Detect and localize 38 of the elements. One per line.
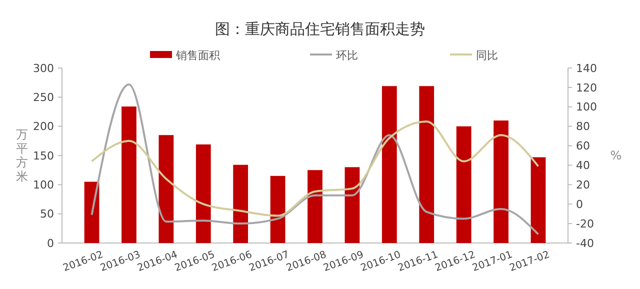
y2-tick-label: 0 <box>576 198 583 211</box>
y-tick-label: 150 <box>33 149 54 162</box>
bar <box>233 164 248 243</box>
legend-label: 同比 <box>476 49 498 62</box>
bar <box>530 157 546 243</box>
y-axis-title: 万平方米 <box>16 128 28 184</box>
y2-tick-label: -40 <box>576 236 594 250</box>
y-tick-label: 50 <box>40 208 54 221</box>
y2-tick-label: 100 <box>576 100 597 114</box>
chart-title: 图：重庆商品住宅销售面积走势 <box>215 20 425 38</box>
bar <box>344 167 360 243</box>
y2-tick-label: 120 <box>576 81 597 94</box>
y-tick-label: 0 <box>47 236 54 250</box>
y2-tick-label: 60 <box>576 140 590 153</box>
bar <box>196 144 211 243</box>
y2-axis-title: % <box>610 148 622 163</box>
bar <box>419 86 434 243</box>
line-series <box>90 84 540 236</box>
y2-tick-label: 40 <box>576 159 590 172</box>
bar <box>270 176 286 243</box>
y-tick-label: 100 <box>33 178 54 192</box>
y2-tick-label: 20 <box>576 178 590 192</box>
bar <box>158 135 174 243</box>
bar <box>382 86 397 243</box>
y-tick-label: 300 <box>33 62 54 75</box>
bar <box>122 106 136 243</box>
y-tick-label: 250 <box>33 91 54 104</box>
y2-tick-label: -20 <box>576 217 594 230</box>
legend-label: 销售面积 <box>175 49 220 62</box>
bar <box>84 182 100 243</box>
y2-tick-label: 140 <box>576 62 597 75</box>
bar <box>456 126 472 243</box>
line-series <box>90 120 540 217</box>
legend-label: 环比 <box>336 49 358 62</box>
y2-tick-label: 80 <box>576 120 590 134</box>
y-tick-label: 200 <box>33 120 54 134</box>
bar <box>494 120 508 243</box>
bar <box>308 170 322 243</box>
